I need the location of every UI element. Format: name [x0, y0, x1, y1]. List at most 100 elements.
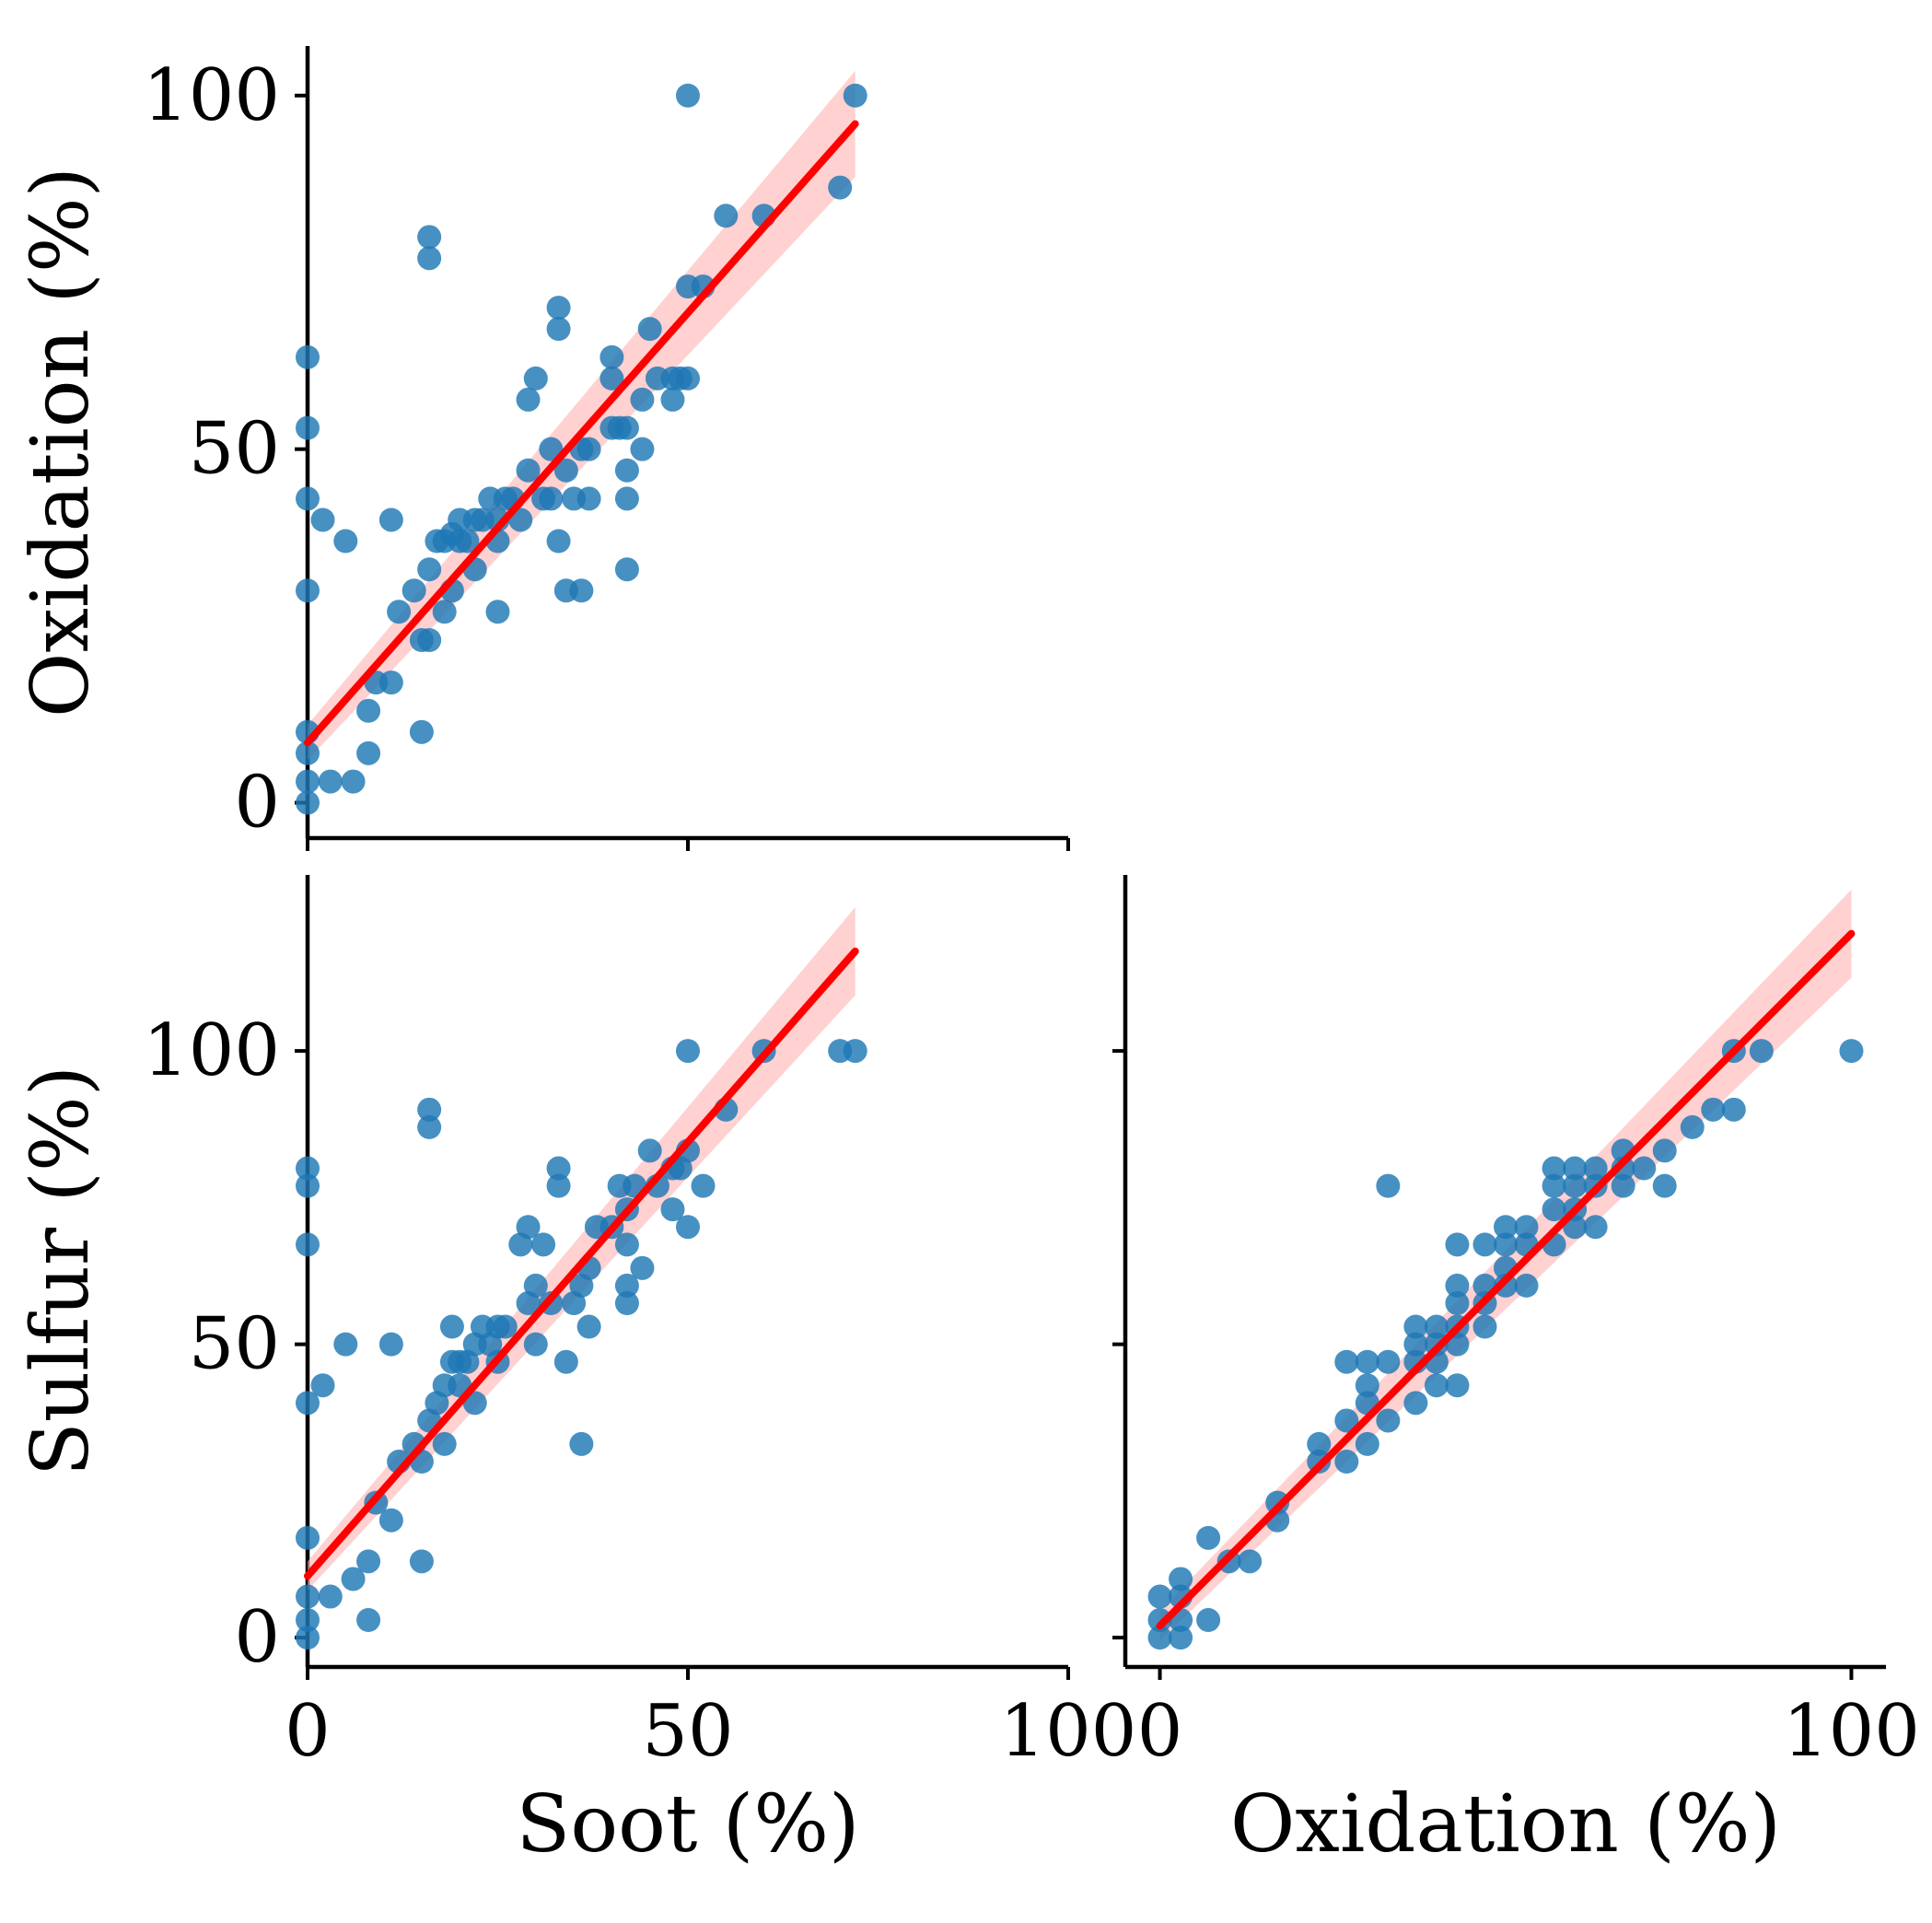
data-point — [1542, 1197, 1566, 1222]
regression-line — [304, 947, 859, 1580]
data-point — [569, 1431, 594, 1456]
x-tick-label: 0 — [285, 1690, 331, 1773]
data-point — [614, 1232, 639, 1257]
data-point — [599, 344, 624, 369]
y-tick-label: 0 — [234, 1596, 280, 1679]
data-point — [1355, 1349, 1379, 1374]
data-point — [1147, 1608, 1172, 1633]
data-point — [1169, 1567, 1193, 1591]
y-tick-label: 50 — [189, 1303, 280, 1386]
data-point — [432, 600, 457, 624]
data-point — [546, 1156, 571, 1181]
x-tick-label: 100 — [1000, 1690, 1137, 1773]
data-point — [310, 1373, 335, 1398]
data-point — [1355, 1431, 1379, 1456]
y-axis-title: Oxidation (%) — [15, 167, 107, 717]
x-axis-title: Soot (%) — [516, 1778, 859, 1871]
x-tick-label: 0 — [1137, 1690, 1183, 1773]
data-point — [1445, 1232, 1470, 1257]
data-point — [630, 437, 655, 461]
data-point — [843, 1039, 867, 1064]
data-point — [432, 1431, 457, 1456]
data-point — [531, 1232, 556, 1257]
data-point — [1542, 1156, 1566, 1181]
data-point — [516, 1215, 541, 1240]
data-point — [630, 1255, 655, 1280]
data-point — [378, 1508, 403, 1533]
data-point — [485, 600, 510, 624]
data-point — [417, 225, 442, 250]
data-point — [1514, 1273, 1539, 1298]
data-point — [296, 769, 320, 794]
data-point — [1445, 1291, 1470, 1316]
data-point — [553, 1349, 578, 1374]
data-point — [828, 175, 853, 200]
data-point — [1265, 1490, 1290, 1515]
confidence-band — [308, 907, 855, 1591]
data-point — [1611, 1156, 1635, 1181]
data-point — [333, 1332, 358, 1357]
data-point — [1147, 1626, 1172, 1650]
data-point — [341, 1567, 366, 1591]
data-point — [1238, 1549, 1263, 1574]
data-point — [296, 578, 320, 603]
data-point — [1403, 1391, 1428, 1416]
data-point — [1563, 1156, 1588, 1181]
data-point — [630, 387, 655, 412]
data-point — [1721, 1097, 1746, 1122]
data-point — [714, 204, 739, 228]
data-point — [1196, 1525, 1221, 1550]
data-point — [1334, 1450, 1359, 1474]
data-point — [576, 1314, 601, 1339]
data-point — [546, 1173, 571, 1198]
data-point — [1472, 1232, 1497, 1257]
data-point — [1445, 1273, 1470, 1298]
data-point — [843, 83, 867, 108]
data-point — [691, 1173, 716, 1198]
data-point — [660, 1197, 685, 1222]
data-point — [676, 1215, 700, 1240]
data-point — [296, 415, 320, 440]
x-tick-label: 100 — [1783, 1690, 1920, 1773]
data-point — [1445, 1373, 1470, 1398]
data-point — [296, 790, 320, 815]
data-point — [614, 557, 639, 582]
data-point — [1514, 1215, 1539, 1240]
data-point — [417, 1114, 442, 1139]
data-point — [1147, 1584, 1172, 1609]
data-point — [333, 529, 358, 554]
data-point — [1494, 1215, 1518, 1240]
data-point — [637, 317, 662, 342]
y-tick-label: 0 — [234, 762, 280, 845]
data-point — [516, 387, 541, 412]
data-point — [553, 458, 578, 483]
confidence-band — [308, 70, 855, 761]
data-point — [1403, 1314, 1428, 1339]
data-point — [417, 1097, 442, 1122]
data-point — [523, 1332, 548, 1357]
data-point — [1680, 1114, 1705, 1139]
y-tick-label: 100 — [143, 54, 280, 137]
data-point — [576, 486, 601, 511]
data-point — [296, 486, 320, 511]
data-point — [378, 1332, 403, 1357]
data-point — [1583, 1156, 1608, 1181]
data-point — [523, 366, 548, 390]
data-point — [417, 246, 442, 271]
x-axis-title: Oxidation (%) — [1230, 1778, 1781, 1871]
data-point — [296, 1626, 320, 1650]
data-point — [387, 600, 412, 624]
data-point — [417, 557, 442, 582]
data-point — [539, 486, 564, 511]
data-point — [417, 628, 442, 652]
data-point — [296, 1608, 320, 1633]
data-point — [1307, 1431, 1332, 1456]
panel-soot-vs-sulfur: 0 50 100 0 50 100 Sulfur (%) Soot (%) — [15, 875, 1136, 1871]
data-point — [1701, 1097, 1726, 1122]
y-tick-label: 100 — [143, 1009, 280, 1092]
data-point — [576, 437, 601, 461]
data-point — [1196, 1608, 1221, 1633]
data-point — [1611, 1173, 1635, 1198]
data-point — [1334, 1408, 1359, 1433]
